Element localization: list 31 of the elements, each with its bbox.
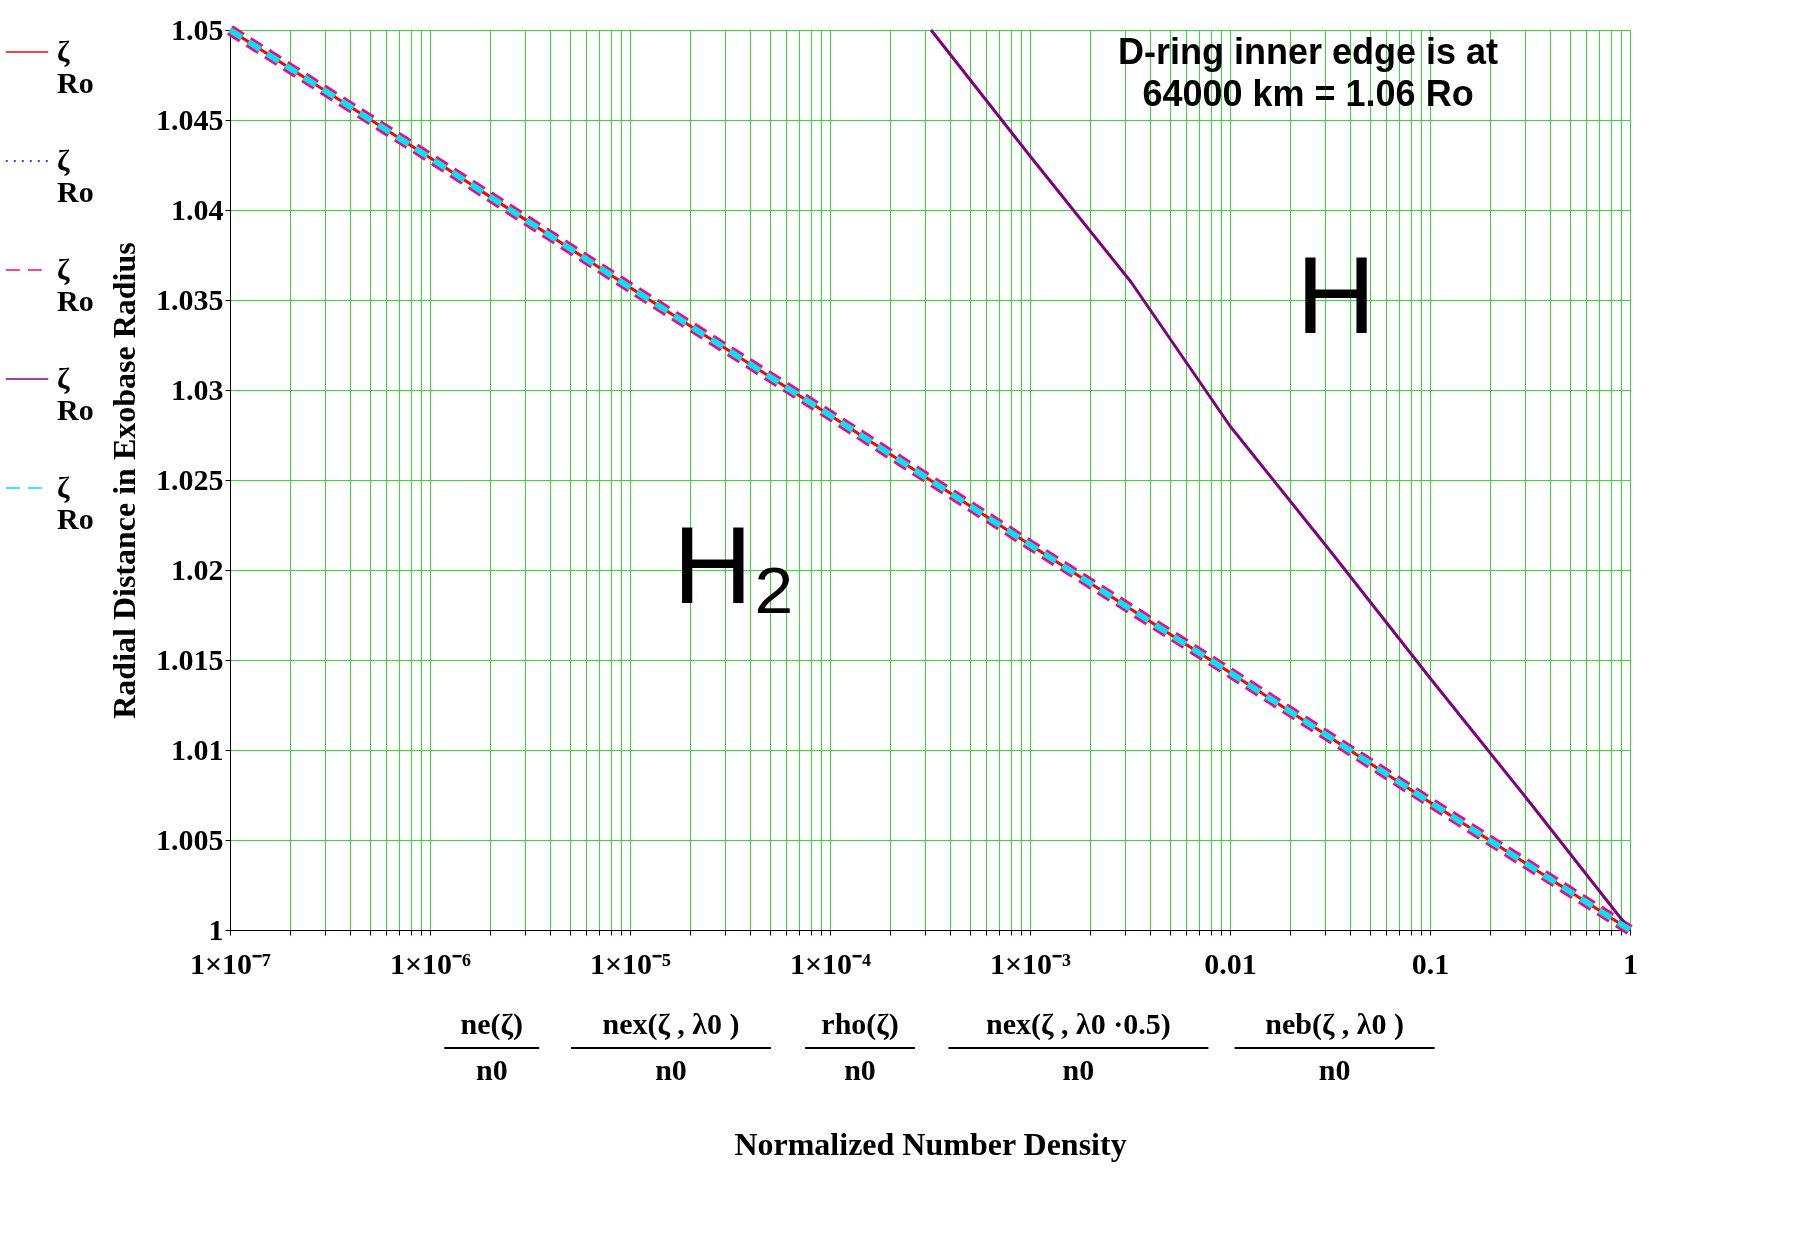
- y-tick-label: 1.01: [171, 732, 224, 766]
- x-tick-label: 1×10⁻⁵: [589, 946, 672, 980]
- x-tick-label: 1×10⁻⁷: [189, 946, 272, 980]
- y-axis-title: Radial Distance in Exobase Radius: [106, 242, 142, 719]
- text: rho(ζ) n0: [821, 1007, 899, 1086]
- x-tick-label: 0.1: [1411, 946, 1450, 980]
- y-tick-label: 1.02: [171, 552, 224, 586]
- y-tick-label: 1.05: [171, 12, 224, 46]
- legend-label: ζ Ro: [57, 143, 94, 208]
- y-tick-label: 1.045: [156, 102, 224, 136]
- legend-label: ζ Ro: [57, 34, 94, 99]
- text: neb(ζ , λ0 ) n0: [1265, 1007, 1404, 1086]
- y-tick-label: 1.015: [156, 642, 224, 676]
- legend-label: ζ Ro: [57, 470, 94, 535]
- x-tick-label: 0.01: [1204, 946, 1257, 980]
- y-tick-label: 1.035: [156, 282, 224, 316]
- text: ne(ζ) n0: [460, 1007, 523, 1086]
- x-tick-label: 1×10⁻³: [989, 946, 1072, 980]
- x-tick-label: 1×10⁻⁶: [389, 946, 472, 980]
- text: nex(ζ , λ0 ·0.5) n0: [986, 1007, 1171, 1086]
- y-tick-label: 1.03: [171, 372, 224, 406]
- text: nex(ζ , λ0 ) n0: [602, 1007, 740, 1086]
- x-axis-title: Normalized Number Density: [734, 1125, 1127, 1162]
- y-tick-label: 1.04: [171, 192, 224, 226]
- legend-label: ζ Ro: [57, 361, 94, 426]
- x-tick-label: 1: [1623, 946, 1638, 980]
- y-tick-label: 1.005: [156, 822, 224, 856]
- y-tick-label: 1: [208, 912, 224, 946]
- legend-label: ζ Ro: [57, 252, 94, 317]
- y-tick-label: 1.025: [156, 462, 224, 496]
- x-tick-label: 1×10⁻⁴: [789, 946, 872, 980]
